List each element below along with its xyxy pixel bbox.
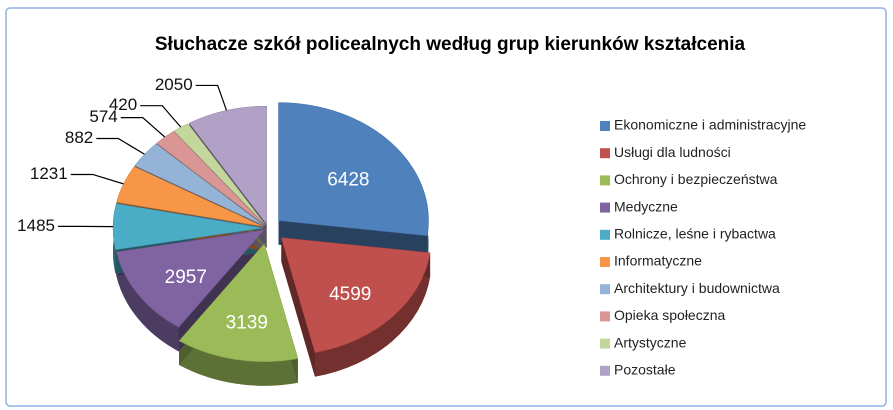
legend-label: Usługi dla ludności [614, 144, 731, 160]
legend-label: Opieka społeczna [614, 307, 726, 323]
data-label: 1485 [17, 216, 55, 235]
data-label: 6428 [327, 169, 369, 190]
legend-label: Rolnicze, leśne i rybactwa [614, 226, 776, 242]
chart-title: Słuchacze szkół policealnych według grup… [155, 34, 746, 55]
leader-line [140, 105, 182, 128]
legend-swatch [600, 148, 610, 159]
legend-swatch [600, 175, 610, 186]
pie-slice [178, 243, 299, 362]
legend-label: Informatyczne [614, 253, 702, 269]
legend-swatch [600, 311, 610, 322]
legend-swatch [600, 257, 610, 267]
legend-label: Medyczne [614, 198, 678, 214]
legend-swatch [600, 229, 610, 240]
pie-slice [116, 166, 264, 227]
leader-line [120, 117, 166, 138]
leader-line [70, 173, 124, 185]
slice-side [281, 237, 315, 377]
slice-side [116, 251, 179, 352]
legend-swatch [600, 284, 610, 295]
legend-label: Ekonomiczne i administracyjne [614, 117, 806, 133]
data-label: 4599 [329, 284, 371, 305]
slice-side [179, 340, 298, 386]
leader-line [195, 84, 228, 111]
pie-slice [173, 123, 266, 225]
pie-slice [278, 102, 429, 237]
pie-slice [116, 229, 265, 328]
legend-swatch [600, 202, 610, 213]
data-label: 1231 [30, 164, 68, 183]
legend-label: Artystyczne [614, 334, 687, 350]
legend-swatch [600, 365, 610, 376]
leader-line [96, 137, 145, 155]
data-label: 2957 [165, 267, 207, 288]
legend-swatch [600, 338, 610, 349]
slice-side [314, 252, 431, 377]
data-label: 882 [65, 128, 93, 147]
legend-label: Architektury i budownictwa [614, 280, 780, 296]
pie-slice [280, 237, 431, 353]
legend-swatch [600, 121, 610, 131]
data-label: 420 [109, 95, 137, 114]
data-label: 2050 [155, 75, 193, 94]
pie-slice [188, 105, 267, 225]
legend-label: Ochrony i bezpieczeństwa [614, 171, 778, 187]
legend-label: Pozostałe [614, 362, 676, 378]
data-label: 3139 [226, 313, 268, 334]
data-label: 574 [89, 107, 117, 126]
